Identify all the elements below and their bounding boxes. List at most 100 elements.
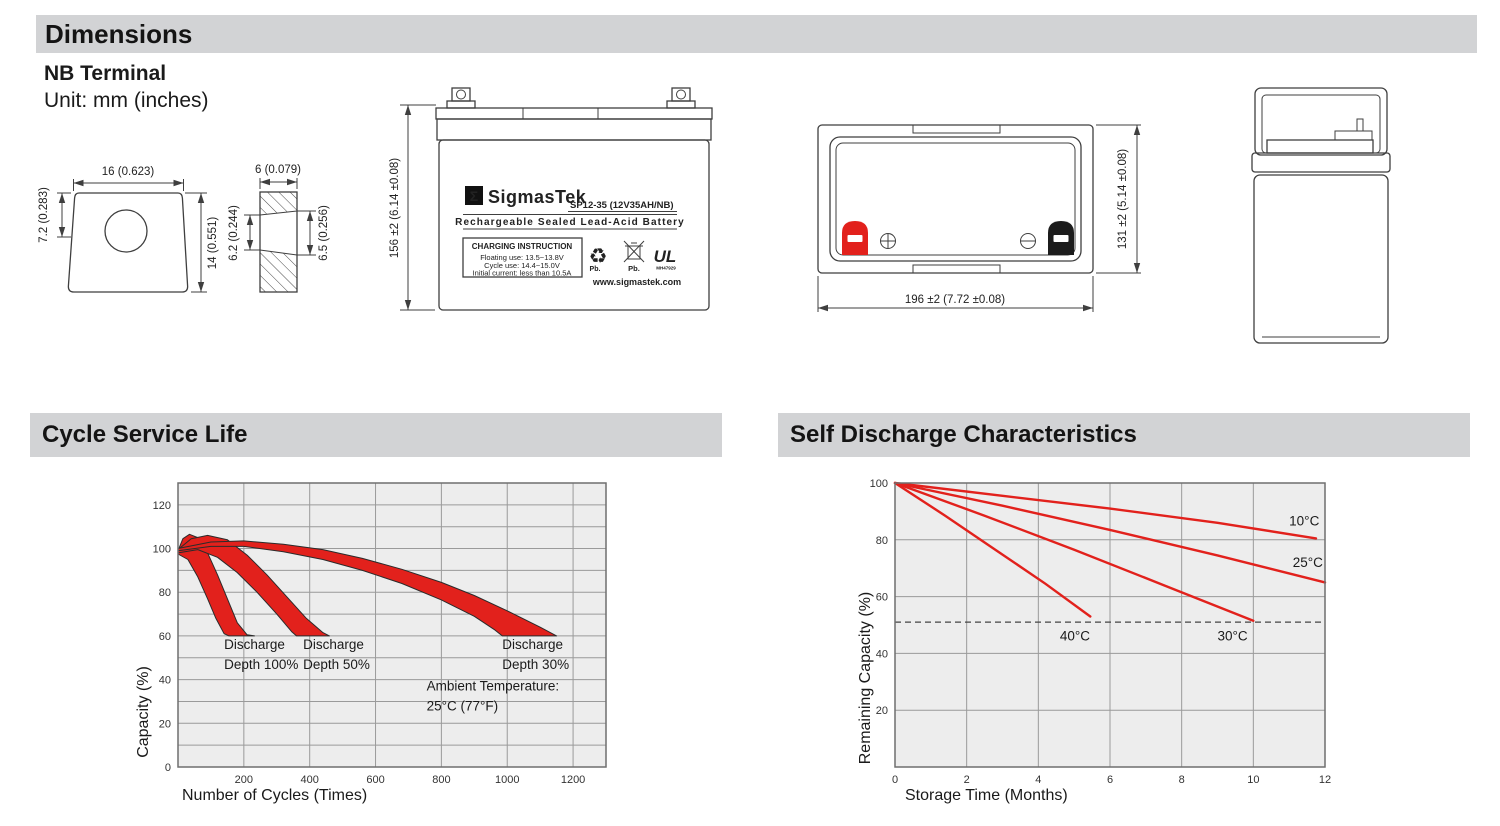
self-discharge-title: Self Discharge Characteristics bbox=[790, 421, 1137, 448]
svg-text:60: 60 bbox=[876, 592, 888, 604]
self-discharge-ylabel: Remaining Capacity (%) bbox=[857, 591, 874, 765]
section-header-dimensions: Dimensions bbox=[36, 15, 1477, 53]
svg-text:1000: 1000 bbox=[495, 774, 519, 786]
front-lid-band bbox=[436, 118, 712, 141]
top-view-inner-rim bbox=[829, 136, 1082, 262]
dim-battery-width: 196 ±2 (7.72 ±0.08) bbox=[905, 294, 1005, 306]
front-terminal-left-hole bbox=[456, 89, 466, 100]
svg-text:0: 0 bbox=[165, 762, 171, 774]
charging-instruction-box bbox=[462, 237, 583, 278]
self-discharge-chart: 10°C 25°C 30°C 40°C 20 40 60 80 100 0 2 4 6 8 10 12 bbox=[870, 478, 1331, 786]
dimensions-title: Dimensions bbox=[45, 18, 193, 49]
dim-terminal-side-right: 6.5 (0.256) bbox=[318, 205, 330, 261]
svg-text:800: 800 bbox=[432, 774, 450, 786]
cycle-chart-xlabel: Number of Cycles (Times) bbox=[182, 787, 368, 804]
front-terminal-right-base bbox=[666, 100, 696, 109]
dim-terminal-upper-height: 7.2 (0.283) bbox=[38, 187, 50, 243]
svg-text:80: 80 bbox=[159, 587, 171, 599]
cycle-title: Cycle Service Life bbox=[42, 421, 248, 448]
svg-text:Discharge: Discharge bbox=[224, 637, 285, 652]
svg-text:Depth 50%: Depth 50% bbox=[303, 657, 370, 672]
sigma-logo bbox=[465, 186, 483, 205]
svg-text:20: 20 bbox=[876, 705, 888, 717]
svg-text:10°C: 10°C bbox=[1289, 514, 1319, 529]
top-view-notch-top bbox=[912, 124, 1001, 134]
section-header-cycle-service-life: Cycle Service Life bbox=[30, 413, 722, 457]
side-handle-outer bbox=[1254, 87, 1388, 156]
side-body bbox=[1253, 174, 1389, 344]
ul-file-number: MH47929 bbox=[656, 266, 676, 271]
front-terminal-right bbox=[671, 87, 691, 102]
section-header-self-discharge: Self Discharge Characteristics bbox=[778, 413, 1470, 457]
pb-recycle-icon: ♻ bbox=[589, 244, 608, 268]
side-handle-inner bbox=[1261, 94, 1381, 154]
side-terminal-pin bbox=[1356, 118, 1364, 132]
cycle-service-life-chart: 0 20 40 60 80 100 120 200 400 600 800 1000 1200 Disch… bbox=[153, 482, 607, 786]
pb-bin-label: Pb. bbox=[628, 264, 640, 273]
terminal-front-outline bbox=[67, 192, 189, 293]
svg-text:25°C (77°F): 25°C (77°F) bbox=[427, 699, 499, 714]
negative-terminal-slot bbox=[1053, 235, 1069, 242]
svg-text:400: 400 bbox=[301, 774, 319, 786]
pb-recycle-label: Pb. bbox=[590, 266, 601, 273]
side-lid-band bbox=[1251, 152, 1391, 173]
top-view-notch-bottom bbox=[912, 264, 1001, 274]
battery-top-view-drawing: 196 ±2 (7.72 ±0.08) 131 ±2 (5.14 ±0.08) bbox=[817, 124, 1141, 312]
svg-text:0: 0 bbox=[892, 774, 898, 786]
pb-bin-icon bbox=[623, 240, 645, 263]
charging-title: CHARGING INSTRUCTION bbox=[472, 242, 573, 251]
dim-terminal-width: 16 (0.623) bbox=[102, 166, 155, 178]
negative-polarity-icon bbox=[1020, 233, 1036, 249]
terminal-side-hatch-top bbox=[260, 192, 297, 215]
dim-terminal-side-left: 6.2 (0.244) bbox=[228, 205, 240, 261]
svg-text:1200: 1200 bbox=[561, 774, 585, 786]
svg-text:100: 100 bbox=[153, 544, 171, 556]
terminal-front-view-drawing: 16 (0.623) 7.2 (0.283) 14 (0.551) bbox=[38, 166, 219, 293]
positive-polarity-icon bbox=[880, 233, 896, 249]
brand-name: SigmasTek bbox=[488, 187, 587, 207]
svg-text:2: 2 bbox=[964, 774, 970, 786]
model-number: SP12-35 (12V35AH/NB) bbox=[570, 200, 674, 211]
svg-text:600: 600 bbox=[366, 774, 384, 786]
svg-text:6: 6 bbox=[1107, 774, 1113, 786]
terminal-side-hatch-bottom bbox=[260, 250, 297, 292]
svg-text:60: 60 bbox=[159, 631, 171, 643]
dim-battery-height: 156 ±2 (6.14 ±0.08) bbox=[389, 158, 401, 258]
svg-text:30°C: 30°C bbox=[1218, 629, 1248, 644]
front-terminal-left bbox=[451, 87, 471, 102]
svg-text:120: 120 bbox=[153, 500, 171, 512]
svg-text:4: 4 bbox=[1035, 774, 1041, 786]
charging-line-cycle: Cycle use: 14.4~15.0V bbox=[484, 261, 560, 270]
charging-line-floating: Floating use: 13.5~13.8V bbox=[480, 253, 564, 262]
cycle-chart-ylabel: Capacity (%) bbox=[135, 666, 152, 758]
svg-text:8: 8 bbox=[1179, 774, 1185, 786]
front-terminal-left-base bbox=[446, 100, 476, 109]
svg-text:12: 12 bbox=[1319, 774, 1331, 786]
sigma-logo-glyph: Σ bbox=[470, 188, 478, 204]
svg-text:200: 200 bbox=[235, 774, 253, 786]
svg-text:25°C: 25°C bbox=[1293, 555, 1323, 570]
side-terminal-block bbox=[1334, 130, 1373, 141]
svg-text:40: 40 bbox=[876, 648, 888, 660]
svg-text:100: 100 bbox=[870, 478, 888, 490]
battery-front-view-drawing: 156 ±2 (6.14 ±0.08) Σ SigmasTek SP12-35 … bbox=[389, 87, 713, 311]
dim-terminal-height: 14 (0.551) bbox=[207, 217, 219, 270]
unit-note: Unit: mm (inches) bbox=[44, 89, 209, 112]
svg-text:Depth 30%: Depth 30% bbox=[502, 657, 569, 672]
terminal-type-label: NB Terminal bbox=[44, 62, 167, 85]
battery-side-view-drawing bbox=[1251, 87, 1391, 344]
terminal-side-outline bbox=[259, 191, 298, 293]
positive-terminal-slot bbox=[847, 235, 863, 242]
side-handle-grip bbox=[1266, 139, 1374, 154]
dim-battery-depth: 131 ±2 (5.14 ±0.08) bbox=[1117, 149, 1129, 249]
ul-mark-icon: UL bbox=[654, 247, 677, 266]
front-terminal-right-hole bbox=[676, 89, 686, 100]
svg-text:40: 40 bbox=[159, 675, 171, 687]
svg-text:Ambient Temperature:: Ambient Temperature: bbox=[427, 679, 560, 694]
svg-text:20: 20 bbox=[159, 718, 171, 730]
battery-subtitle: Rechargeable Sealed Lead-Acid Battery bbox=[455, 217, 685, 228]
front-body bbox=[438, 139, 710, 311]
svg-text:Discharge: Discharge bbox=[303, 637, 364, 652]
website-url: www.sigmastek.com bbox=[592, 277, 681, 287]
